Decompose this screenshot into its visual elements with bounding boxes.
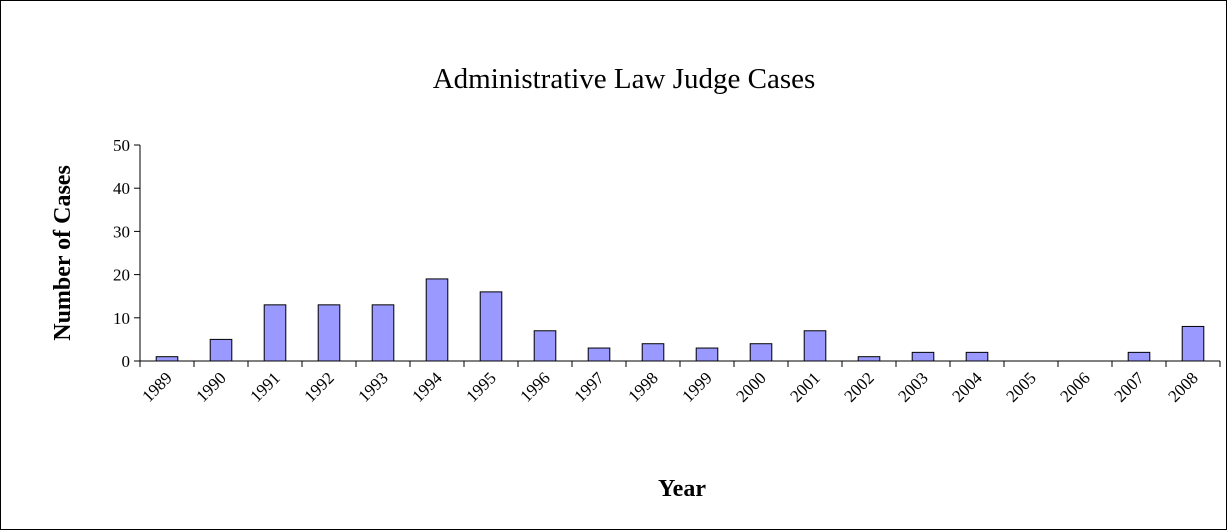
bar <box>1127 351 1151 362</box>
bar <box>263 304 287 362</box>
y-axis-title: Number of Cases <box>50 165 76 341</box>
bar <box>695 347 719 362</box>
bar <box>479 291 503 362</box>
y-tick-label: 50 <box>113 136 130 155</box>
bar <box>209 338 233 362</box>
bar <box>587 347 611 362</box>
bar <box>911 351 935 362</box>
bar <box>371 304 395 362</box>
y-tick-label: 40 <box>113 179 130 198</box>
bar <box>425 278 449 362</box>
bar <box>155 356 179 362</box>
y-tick-label: 20 <box>113 266 130 285</box>
bar <box>965 351 989 362</box>
x-axis-title: Year <box>658 476 706 502</box>
chart-title: Administrative Law Judge Cases <box>433 63 816 95</box>
bar <box>803 330 827 362</box>
bar <box>641 343 665 362</box>
bar <box>749 343 773 362</box>
bar <box>1181 325 1205 362</box>
bar <box>857 356 881 362</box>
y-tick-label: 10 <box>113 309 130 328</box>
bar <box>317 304 341 362</box>
y-tick-label: 0 <box>122 352 131 371</box>
bar <box>533 330 557 362</box>
y-tick-label: 30 <box>113 222 130 241</box>
